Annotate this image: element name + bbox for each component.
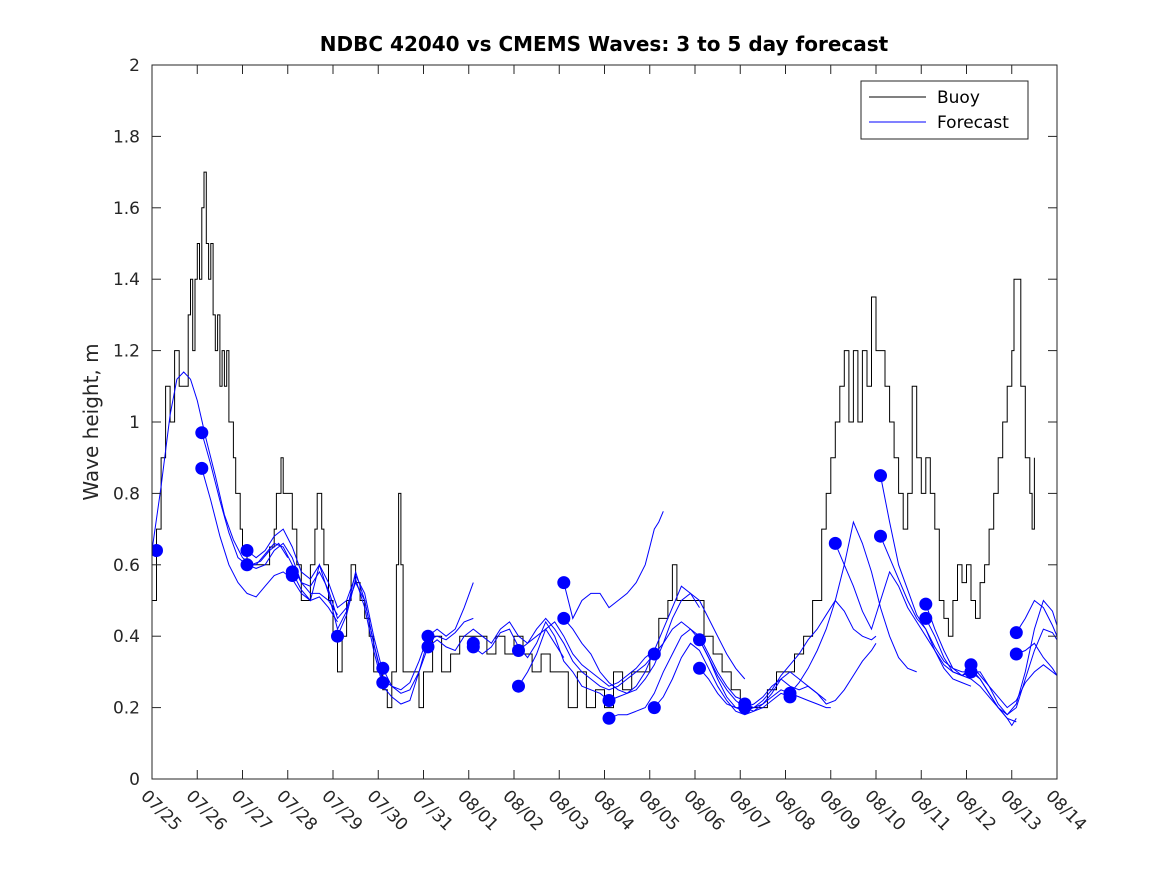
forecast-start-marker-35 — [964, 665, 978, 679]
y-tick-label: 0.4 — [113, 627, 140, 647]
forecast-series-line-24 — [880, 475, 1017, 723]
forecast-series-line-11 — [518, 617, 655, 691]
forecast-series-line-12 — [518, 621, 655, 687]
forecast-start-marker-26 — [738, 701, 752, 715]
forecast-series-line-23 — [834, 543, 972, 687]
forecast-start-marker-21 — [647, 647, 661, 661]
forecast-start-marker-3 — [195, 461, 209, 475]
y-tick-label: 1.8 — [113, 127, 140, 147]
forecast-start-marker-28 — [783, 690, 797, 704]
y-tick-label: 0.2 — [113, 699, 140, 719]
forecast-series-line-16 — [608, 628, 745, 719]
forecast-start-marker-20 — [602, 711, 616, 725]
forecast-start-marker-7 — [285, 569, 299, 582]
forecast-start-marker-24 — [693, 661, 706, 675]
legend-label-forecast: Forecast — [937, 113, 1009, 133]
y-tick-label: 2 — [129, 56, 140, 76]
legend-label-buoy: Buoy — [937, 88, 980, 108]
forecast-start-marker-30 — [874, 469, 887, 483]
forecast-start-marker-12 — [421, 640, 435, 654]
forecast-series-line-10 — [472, 620, 610, 701]
forecast-start-marker-11 — [421, 629, 435, 643]
forecast-start-marker-18 — [557, 611, 571, 625]
forecast-start-marker-23 — [693, 633, 706, 647]
forecast-start-marker-37 — [1009, 647, 1023, 661]
forecast-series-line-4 — [246, 528, 384, 673]
forecast-series-line-18 — [653, 642, 827, 716]
forecast-series-line-6 — [291, 562, 429, 694]
forecast-series-line-26 — [925, 603, 1057, 716]
forecast-series-line-13 — [563, 511, 664, 620]
forecast-series-line-3 — [201, 468, 338, 623]
forecast-series-line-15 — [608, 585, 746, 701]
y-axis-label: Wave height, m — [79, 343, 103, 500]
forecast-start-marker-4 — [240, 544, 254, 557]
y-tick-label: 0.8 — [113, 484, 140, 504]
forecast-start-marker-33 — [919, 611, 933, 625]
forecast-start-marker-16 — [512, 679, 525, 693]
forecast-start-marker-2 — [195, 426, 209, 440]
forecast-series-line-1 — [152, 371, 289, 566]
forecast-start-marker-32 — [919, 597, 933, 611]
forecast-series-line-28 — [970, 664, 1057, 709]
forecast-start-marker-5 — [240, 558, 254, 572]
forecast-series-line-20 — [699, 643, 877, 709]
forecast-series-line-7 — [337, 577, 474, 705]
y-tick-label: 1.4 — [113, 270, 140, 290]
forecast-start-marker-36 — [1009, 626, 1023, 640]
forecast-series-line-19 — [699, 599, 877, 712]
forecast-start-marker-1 — [152, 544, 163, 557]
forecast-series-line-2 — [201, 432, 338, 616]
y-tick-label: 1 — [129, 413, 140, 433]
legend: Buoy Forecast — [860, 80, 1029, 140]
forecast-series-line-30 — [1016, 642, 1057, 676]
y-tick-label: 1.2 — [113, 342, 140, 362]
y-tick-label: 0 — [129, 770, 140, 790]
forecast-start-marker-29 — [828, 536, 842, 550]
forecast-start-marker-9 — [376, 661, 390, 675]
chart-title: NDBC 42040 vs CMEMS Waves: 3 to 5 day fo… — [320, 32, 889, 56]
forecast-start-marker-31 — [874, 529, 887, 543]
forecast-start-marker-19 — [602, 694, 616, 707]
y-tick-label: 1.6 — [113, 199, 140, 219]
forecast-series-line-17 — [653, 621, 791, 712]
forecast-start-marker-10 — [376, 676, 390, 690]
forecast-start-marker-14 — [466, 640, 480, 654]
buoy-series-line — [152, 171, 1035, 709]
forecast-series-line-27 — [925, 599, 1057, 716]
y-tick-label: 0.6 — [113, 556, 140, 576]
forecast-start-marker-22 — [647, 701, 661, 715]
forecast-series-line-14 — [563, 592, 700, 694]
forecast-start-marker-8 — [331, 629, 344, 643]
forecast-series-line-29 — [1015, 599, 1057, 637]
forecast-series-line-5 — [246, 542, 384, 683]
forecast-start-marker-17 — [557, 576, 571, 590]
plot-area — [152, 171, 1057, 727]
forecast-series-line-22 — [789, 520, 917, 694]
forecast-start-marker-15 — [512, 644, 525, 657]
legend-box — [860, 80, 1029, 140]
